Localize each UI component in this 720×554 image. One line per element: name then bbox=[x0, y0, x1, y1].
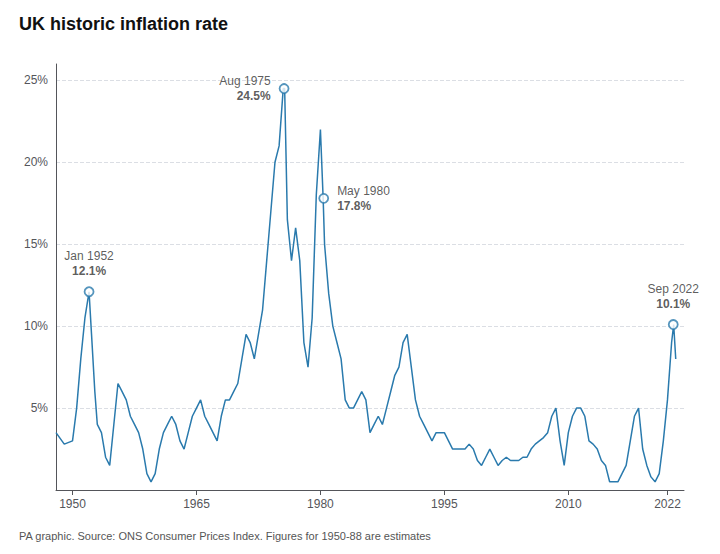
svg-text:1995: 1995 bbox=[431, 497, 458, 511]
svg-text:1965: 1965 bbox=[183, 497, 210, 511]
svg-text:2022: 2022 bbox=[654, 497, 681, 511]
svg-text:1980: 1980 bbox=[307, 497, 334, 511]
svg-text:PA graphic. Source: ONS Consum: PA graphic. Source: ONS Consumer Prices … bbox=[19, 530, 431, 542]
svg-text:UK historic inflation rate: UK historic inflation rate bbox=[19, 14, 228, 34]
svg-text:2010: 2010 bbox=[555, 497, 582, 511]
svg-text:25%: 25% bbox=[24, 73, 48, 87]
svg-text:1950: 1950 bbox=[59, 497, 86, 511]
svg-text:5%: 5% bbox=[31, 401, 49, 415]
svg-text:Aug 1975: Aug 1975 bbox=[219, 74, 271, 88]
svg-text:10%: 10% bbox=[24, 319, 48, 333]
svg-text:Sep 2022: Sep 2022 bbox=[648, 282, 700, 296]
svg-text:10.1%: 10.1% bbox=[656, 297, 690, 311]
svg-text:15%: 15% bbox=[24, 237, 48, 251]
svg-text:17.8%: 17.8% bbox=[337, 199, 371, 213]
svg-text:24.5%: 24.5% bbox=[237, 89, 271, 103]
svg-text:20%: 20% bbox=[24, 155, 48, 169]
svg-text:May 1980: May 1980 bbox=[337, 184, 390, 198]
svg-text:Jan 1952: Jan 1952 bbox=[64, 249, 114, 263]
svg-text:12.1%: 12.1% bbox=[72, 264, 106, 278]
